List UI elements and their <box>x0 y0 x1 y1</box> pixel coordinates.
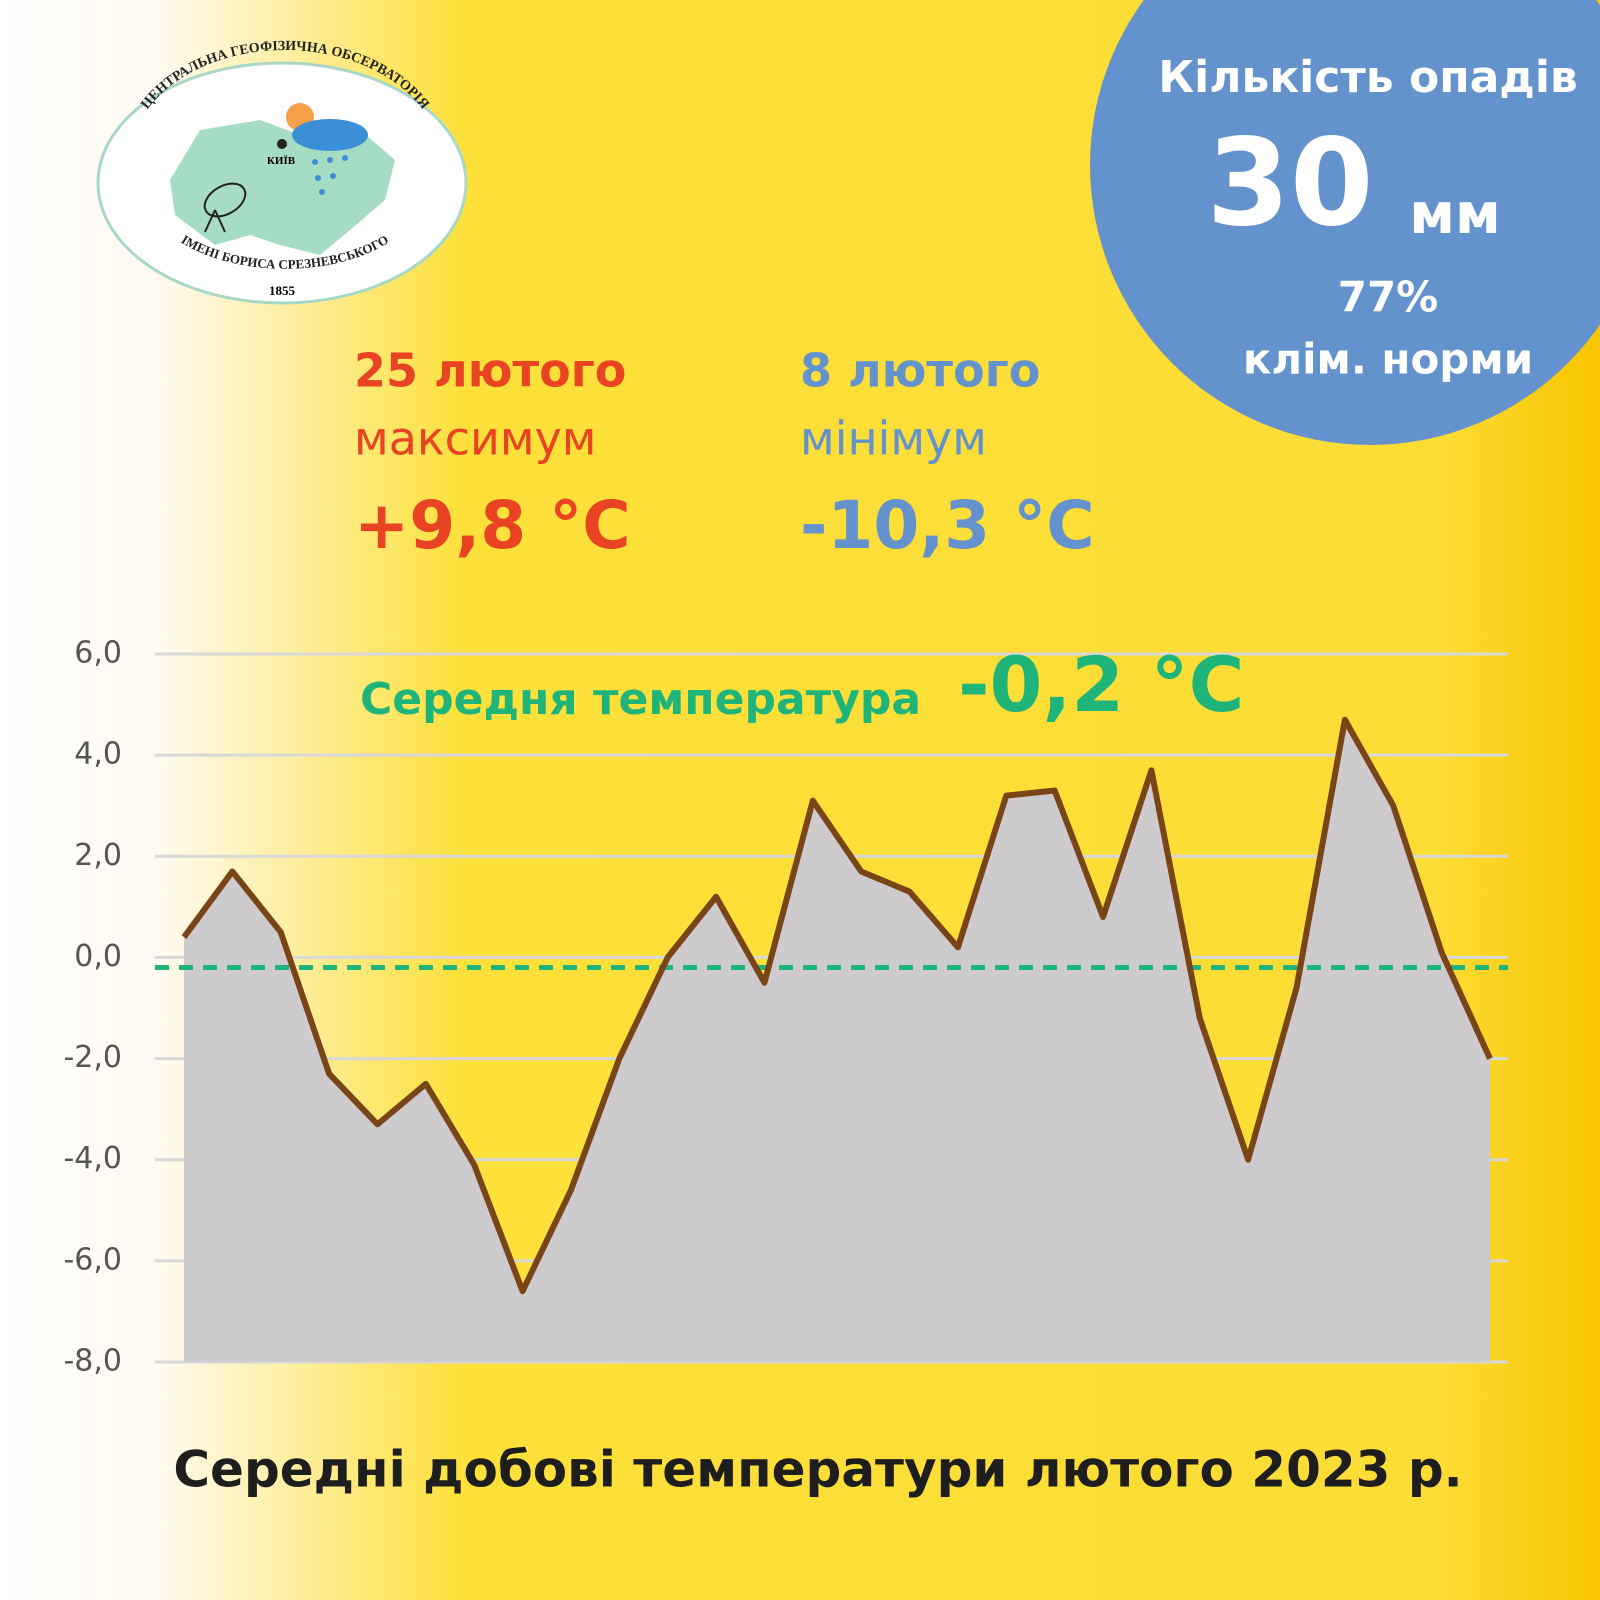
y-tick-label: -6,0 <box>63 1242 122 1277</box>
rain-icon <box>312 155 348 195</box>
y-tick-label: 4,0 <box>74 737 122 772</box>
min-block: 8 лютого мінімум -10,3 °C <box>800 344 1095 565</box>
precip-amount: 30 <box>1207 115 1374 254</box>
y-tick-label: 0,0 <box>74 939 122 974</box>
precip-note: клім. норми <box>1243 335 1533 384</box>
min-label: мінімум <box>800 412 987 466</box>
kyiv-dot <box>277 139 287 149</box>
min-date: 8 лютого <box>800 344 1040 398</box>
cloud-icon <box>292 119 368 151</box>
precip-unit: мм <box>1409 182 1501 247</box>
mean-value: -0,2 °C <box>958 640 1244 729</box>
precip-title: Кількість опадів <box>1158 52 1578 103</box>
mean-label: Середня температура <box>360 674 921 725</box>
y-tick-label: -2,0 <box>63 1040 122 1075</box>
temperature-line <box>181 716 1493 1295</box>
chart: -8,0 -6,0 -4,0 -2,0 0,0 2,0 4,0 6,0 <box>63 636 1508 1379</box>
logo-city: КИЇВ <box>267 154 296 167</box>
map-shape <box>170 120 395 255</box>
max-block: 25 лютого максимум +9,8 °C <box>354 344 631 565</box>
precip-percent: 77% <box>1338 273 1439 322</box>
y-tick-label: 2,0 <box>74 838 122 873</box>
chart-title: Середні добові температури лютого 2023 р… <box>173 1441 1462 1499</box>
y-tick-label: -8,0 <box>63 1344 122 1379</box>
max-value: +9,8 °C <box>354 487 631 564</box>
max-date: 25 лютого <box>354 344 626 398</box>
logo-year: 1855 <box>269 283 296 298</box>
logo: КИЇВ ЦЕНТРАЛЬНА ГЕОФІЗИЧНА ОБСЕРВАТОРІЯ … <box>96 39 468 305</box>
area-fill <box>184 719 1490 1362</box>
y-tick-label: 6,0 <box>74 636 122 671</box>
max-label: максимум <box>354 412 597 466</box>
y-tick-label: -4,0 <box>63 1141 122 1176</box>
badge-circle <box>1090 0 1600 445</box>
min-value: -10,3 °C <box>800 487 1095 564</box>
precipitation-badge: Кількість опадів 30 мм 77% клім. норми <box>1090 0 1600 445</box>
antenna-icon <box>203 182 247 233</box>
